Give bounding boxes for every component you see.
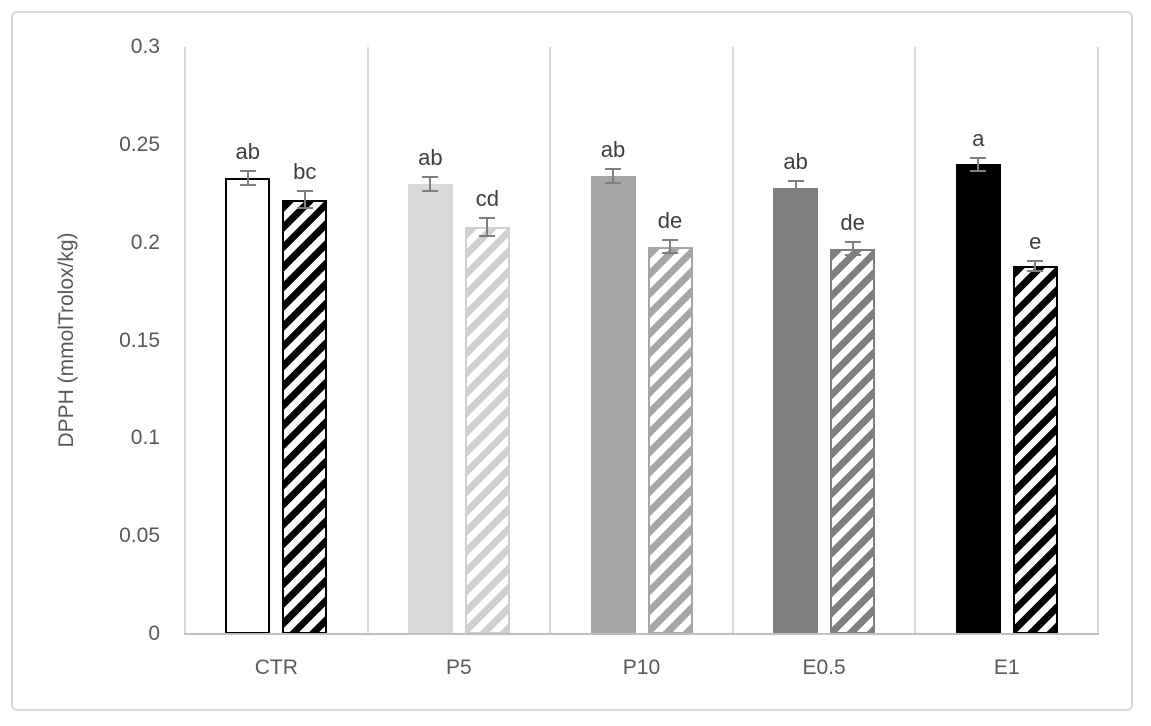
error-bar-cap-bottom [970,170,987,173]
category-separator-gridline [1097,47,1099,634]
error-bar-cap-top [605,168,621,171]
x-category-label: E0.5 [802,656,846,679]
sig-letter-ctr-solid: ab [235,139,261,165]
error-bar-stem [486,217,489,237]
x-category-label: P10 [622,656,661,679]
error-bar-cap-bottom [787,193,804,196]
y-tick-label: 0.05 [119,524,160,548]
sig-letter-e1-hatched: e [1029,229,1042,255]
sig-letter-e05-hatched: de [840,209,865,235]
category-separator-gridline [731,47,734,634]
error-bar-cap-top [296,189,313,192]
bar-p10-solid [590,176,636,634]
error-bar-p10-solid [605,168,621,184]
error-bar-cap-top [787,180,804,183]
error-bar-stem [1034,260,1037,272]
bar-p5-hatched [464,227,510,634]
error-bar-cap-top [239,170,256,173]
error-bar-e05-hatched [844,240,861,257]
error-bar-stem [246,170,249,186]
error-bar-cap-bottom [844,254,861,257]
y-tick-label: 0 [148,622,160,645]
error-bar-cap-top [844,240,861,243]
error-bar-stem [612,168,614,184]
error-bar-cap-top [1027,260,1044,263]
bar-ctr-hatched [282,199,328,634]
error-bar-cap-top [422,176,439,179]
error-bar-cap-bottom [239,183,256,186]
sig-letter-p10-solid: ab [600,137,626,163]
error-bar-p10-hatched [662,238,678,255]
bar-e1-solid [955,164,1001,634]
error-bar-cap-top [479,217,496,220]
error-bar-cap-top [662,238,678,241]
bar-e05-hatched [830,248,876,634]
error-bar-e05-solid [787,180,804,196]
y-tick-label: 0.2 [130,230,160,254]
bar-p5-solid [407,183,453,634]
y-tick-label: 0.15 [119,328,160,352]
bar-e1-hatched [1012,266,1058,634]
error-bar-p5-hatched [479,217,496,237]
sig-letter-ctr-hatched: bc [293,158,317,184]
error-bar-p5-solid [422,176,439,192]
error-bar-cap-bottom [422,189,439,192]
category-separator-gridline [366,47,369,634]
category-separator-gridline [184,47,186,634]
error-bar-ctr-solid [239,170,256,186]
error-bar-stem [977,156,980,173]
error-bar-cap-bottom [296,207,313,210]
category-separator-gridline [549,47,552,634]
sig-letter-e05-solid: ab [783,149,808,175]
x-axis-line [184,633,1099,635]
error-bar-stem [303,189,306,210]
bar-ctr-solid [225,178,271,634]
x-category-label: CTR [254,656,298,679]
sig-letter-p5-hatched: cd [475,186,500,212]
error-bar-e1-solid [970,156,987,173]
error-bar-cap-bottom [662,252,678,255]
error-bar-cap-bottom [605,181,621,184]
error-bar-stem [429,176,432,192]
error-bar-stem [851,240,854,257]
x-category-label: P5 [446,656,472,679]
error-bar-ctr-hatched [296,189,313,210]
error-bar-e1-hatched [1027,260,1044,272]
category-separator-gridline [914,47,917,634]
x-category-label: E1 [993,656,1020,679]
sig-letter-p10-hatched: de [657,207,683,233]
error-bar-cap-top [970,156,987,159]
bar-e05-solid [773,187,819,634]
y-tick-label: 0.1 [130,426,160,450]
bar-p10-hatched [647,246,693,634]
y-tick-label: 0.3 [130,35,160,58]
sig-letter-p5-solid: ab [418,145,443,171]
error-bar-stem [794,180,797,196]
plot-area: ab ab ab ab a bc cd de de e [184,47,1099,635]
error-bar-cap-bottom [1027,270,1044,272]
error-bar-cap-bottom [479,234,496,237]
error-bar-stem [669,238,671,255]
sig-letter-e1-solid: a [972,125,985,151]
y-tick-label: 0.25 [119,132,160,156]
